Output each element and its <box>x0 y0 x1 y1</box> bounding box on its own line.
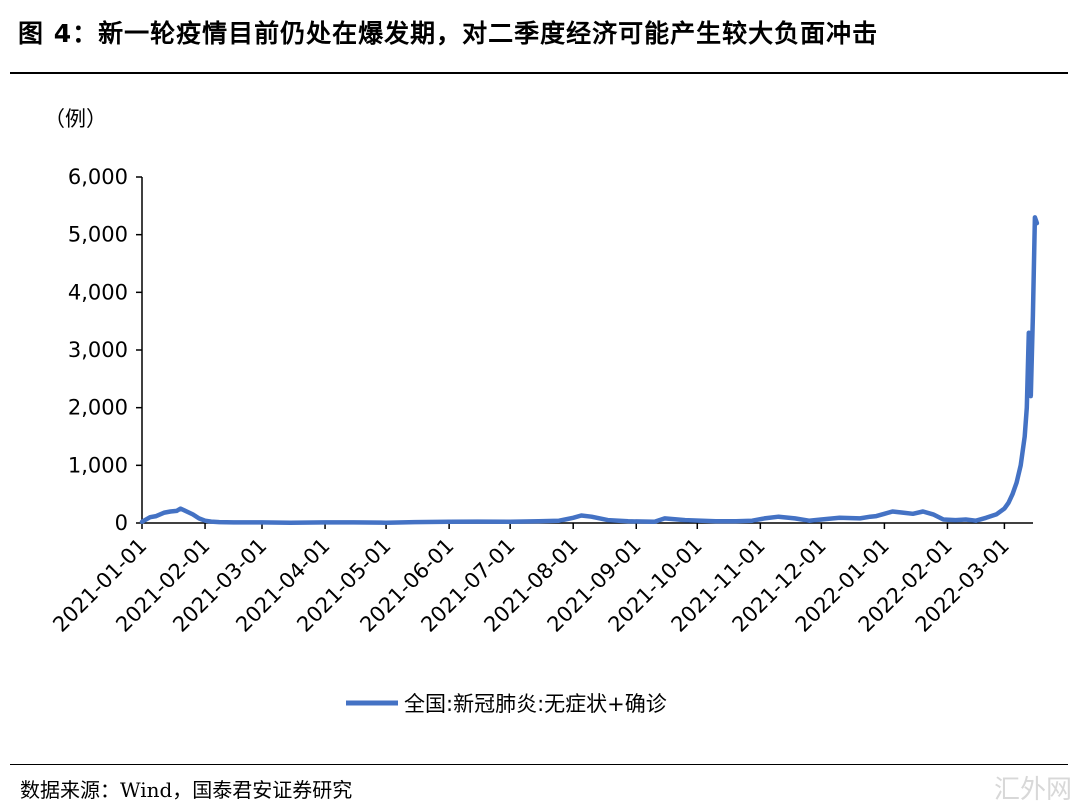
source-note: 数据来源：Wind，国泰君安证券研究 <box>20 778 353 802</box>
y-axis: 0 1,000 2,000 3,000 4,000 5,000 6,000 <box>68 165 143 535</box>
y-tick-label: 6,000 <box>68 165 128 189</box>
legend-label: 全国:新冠肺炎:无症状+确诊 <box>404 692 667 716</box>
legend: 全国:新冠肺炎:无症状+确诊 <box>346 692 667 716</box>
top-rule <box>10 72 1068 74</box>
y-tick-label: 5,000 <box>68 223 128 247</box>
y-tick-label: 1,000 <box>68 453 128 477</box>
y-tick-label: 2,000 <box>68 396 128 420</box>
series-layer <box>139 215 1040 525</box>
bottom-rule <box>10 764 1068 765</box>
line-chart: （例） 0 1,000 2,000 3,000 4,000 5,000 6,000 2021… <box>44 107 1040 716</box>
watermark: 汇外网 <box>993 775 1072 805</box>
series-line <box>139 215 1040 525</box>
y-tick-label: 0 <box>115 511 128 535</box>
y-tick-label: 3,000 <box>68 338 128 362</box>
y-unit-label: （例） <box>44 107 107 131</box>
y-tick-label: 4,000 <box>68 280 128 304</box>
x-axis: 2021-01-012021-02-012021-03-012021-04-01… <box>48 522 1033 637</box>
figure-title: 图 4：新一轮疫情目前仍处在爆发期，对二季度经济可能产生较大负面冲击 <box>18 19 879 48</box>
